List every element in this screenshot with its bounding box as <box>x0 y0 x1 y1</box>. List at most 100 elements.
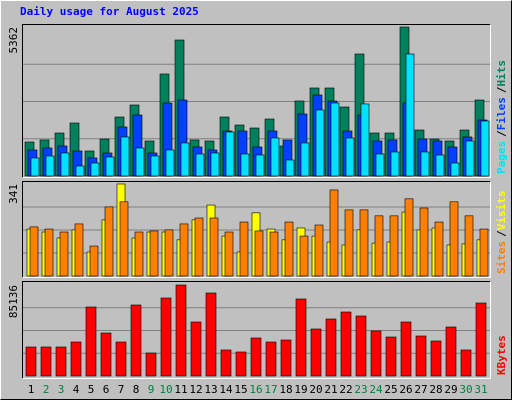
bar <box>149 230 159 277</box>
bar <box>119 201 129 277</box>
bar <box>430 340 442 377</box>
bar <box>280 339 292 377</box>
bar <box>165 149 175 177</box>
bar <box>210 152 220 177</box>
legend-entry: Files <box>495 97 508 130</box>
x-tick-label: 7 <box>118 383 125 396</box>
legend-entry: Visits <box>495 191 508 231</box>
x-tick-label: 6 <box>103 383 110 396</box>
bar <box>134 231 144 277</box>
bar <box>300 142 310 177</box>
bar <box>355 315 367 377</box>
x-tick-label: 10 <box>159 383 172 396</box>
bar <box>44 228 54 277</box>
bar <box>310 328 322 377</box>
bar <box>370 330 382 377</box>
x-tick-label: 8 <box>133 383 140 396</box>
x-tick-label: 2 <box>43 383 50 396</box>
x-tick-label: 17 <box>264 383 277 396</box>
bar <box>89 245 99 277</box>
x-tick-label: 18 <box>279 383 292 396</box>
bar <box>224 231 234 277</box>
bar <box>25 346 37 377</box>
bar <box>225 131 235 177</box>
bar <box>100 332 112 377</box>
bar <box>235 351 247 377</box>
x-tick-label: 31 <box>474 383 487 396</box>
x-tick-label: 13 <box>204 383 217 396</box>
bar <box>450 162 460 177</box>
bar <box>209 217 219 277</box>
bar <box>90 162 100 177</box>
bar <box>240 153 250 177</box>
bar <box>74 223 84 277</box>
bar <box>130 304 142 377</box>
legend-entry: KBytes <box>495 335 508 375</box>
bar <box>29 226 39 277</box>
x-tick-label: 20 <box>309 383 322 396</box>
bar <box>180 142 190 177</box>
y-tick-label: 85136 <box>7 285 20 318</box>
x-tick-label: 15 <box>234 383 247 396</box>
bar <box>175 284 187 377</box>
x-tick-label: 4 <box>73 383 80 396</box>
legend-separator: / <box>495 230 508 237</box>
bar <box>285 159 295 177</box>
bar <box>30 157 40 177</box>
panel-edge-light <box>22 281 491 379</box>
bar <box>190 321 202 377</box>
bar <box>254 230 264 277</box>
x-tick-label: 25 <box>384 383 397 396</box>
bar <box>295 298 307 377</box>
bar <box>315 109 325 177</box>
bar <box>435 154 445 177</box>
bar <box>284 221 294 277</box>
bar <box>390 151 400 177</box>
bar <box>269 231 279 277</box>
bar <box>164 229 174 277</box>
bar <box>374 215 384 277</box>
bar <box>270 137 280 177</box>
bar <box>70 341 82 377</box>
bar <box>359 209 369 277</box>
bar <box>330 102 340 177</box>
bar <box>59 231 69 277</box>
y-tick-label: 5362 <box>7 27 20 54</box>
bar <box>220 349 232 377</box>
legend-entry: Sites <box>495 241 508 274</box>
x-tick-label: 23 <box>354 383 367 396</box>
bar <box>265 341 277 377</box>
bar <box>345 137 355 177</box>
x-tick-label: 30 <box>459 383 472 396</box>
bar <box>104 206 114 277</box>
x-tick-label: 1 <box>28 383 35 396</box>
bar <box>75 165 85 177</box>
bar <box>340 311 352 377</box>
bar <box>299 235 309 277</box>
bar <box>465 140 475 177</box>
panel-edge-light <box>22 181 491 278</box>
bar <box>389 215 399 277</box>
bar <box>479 228 489 277</box>
bar <box>239 221 249 277</box>
x-tick-label: 29 <box>444 383 457 396</box>
bar <box>314 224 324 277</box>
bar <box>135 147 145 177</box>
bar <box>105 156 115 177</box>
bar <box>160 297 172 377</box>
bar <box>415 335 427 377</box>
x-tick-label: 28 <box>429 383 442 396</box>
bar <box>404 198 414 277</box>
x-tick-label: 21 <box>324 383 337 396</box>
legend-separator: / <box>495 86 508 93</box>
legend: KBytes <box>495 335 508 375</box>
bar <box>145 352 157 377</box>
bar <box>434 221 444 277</box>
x-tick-label: 16 <box>249 383 262 396</box>
bar <box>385 336 397 377</box>
x-tick-label: 24 <box>369 383 383 396</box>
x-tick-label: 3 <box>58 383 65 396</box>
bar <box>405 53 415 177</box>
